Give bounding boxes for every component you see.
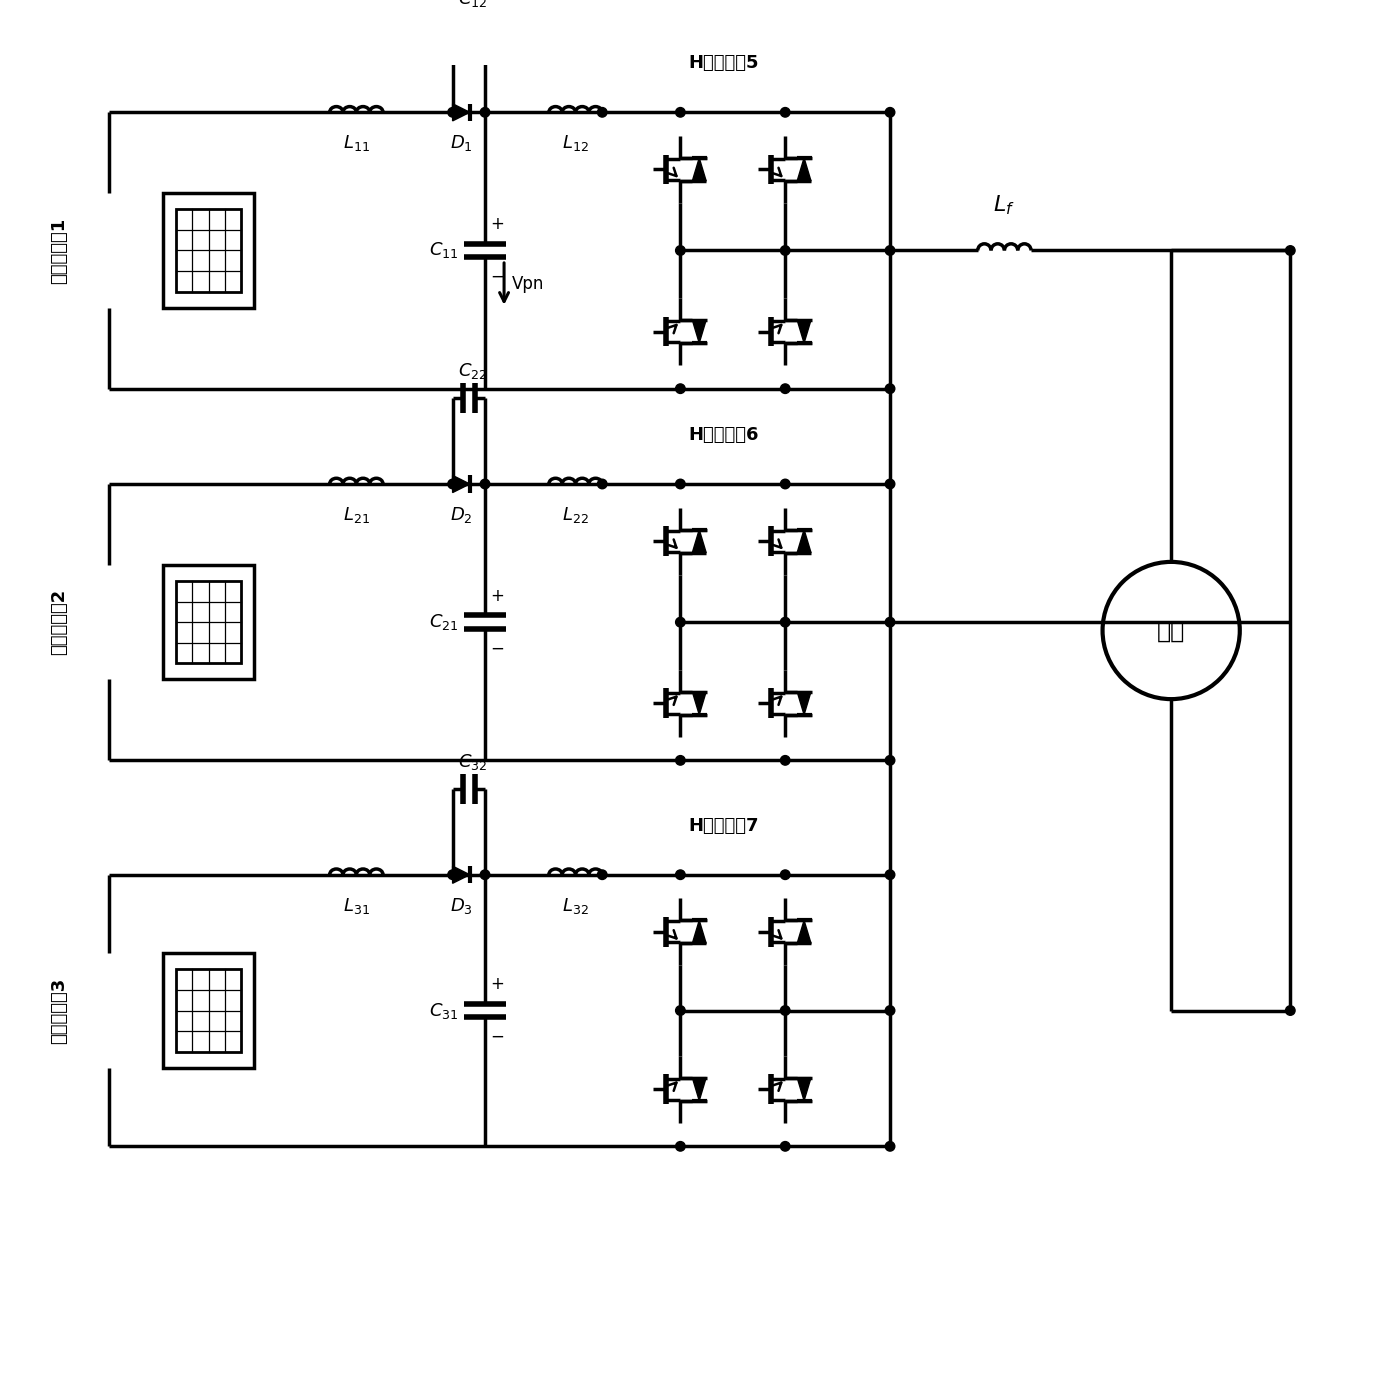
- Text: $D_3$: $D_3$: [450, 896, 472, 915]
- Text: $C_{32}$: $C_{32}$: [458, 751, 487, 772]
- Text: $D_2$: $D_2$: [450, 505, 472, 526]
- Circle shape: [780, 246, 790, 256]
- Circle shape: [885, 618, 894, 627]
- Circle shape: [1285, 246, 1295, 256]
- Text: −: −: [491, 640, 505, 658]
- Circle shape: [885, 1006, 894, 1015]
- Circle shape: [676, 1006, 685, 1015]
- Circle shape: [780, 384, 790, 394]
- Circle shape: [780, 1142, 790, 1152]
- Polygon shape: [797, 1077, 810, 1101]
- Polygon shape: [797, 158, 810, 182]
- Text: 光伏电池板2: 光伏电池板2: [50, 589, 67, 655]
- Text: $L_{11}$: $L_{11}$: [343, 133, 370, 153]
- Circle shape: [780, 479, 790, 488]
- Text: $C_{21}$: $C_{21}$: [429, 612, 458, 632]
- Polygon shape: [692, 692, 706, 714]
- Text: −: −: [491, 268, 505, 286]
- Circle shape: [676, 870, 685, 879]
- Text: $D_1$: $D_1$: [450, 133, 472, 153]
- Text: H桥逆变器6: H桥逆变器6: [688, 427, 758, 444]
- Circle shape: [885, 384, 894, 394]
- Polygon shape: [692, 921, 706, 944]
- Text: $L_{22}$: $L_{22}$: [563, 505, 589, 526]
- Polygon shape: [797, 921, 810, 944]
- Circle shape: [780, 870, 790, 879]
- Bar: [164, 193, 255, 308]
- Circle shape: [780, 618, 790, 627]
- Bar: [176, 581, 241, 663]
- Circle shape: [597, 107, 607, 117]
- Text: 电网: 电网: [1157, 618, 1185, 643]
- Text: $C_{11}$: $C_{11}$: [429, 241, 458, 260]
- Text: $L_f$: $L_f$: [993, 194, 1015, 217]
- Circle shape: [885, 755, 894, 765]
- Text: −: −: [491, 1028, 505, 1046]
- Bar: [176, 969, 241, 1051]
- Polygon shape: [453, 866, 469, 883]
- Text: 光伏电池板1: 光伏电池板1: [50, 217, 67, 283]
- Circle shape: [676, 755, 685, 765]
- Text: +: +: [491, 976, 505, 993]
- Text: Vpn: Vpn: [512, 275, 544, 293]
- Circle shape: [480, 870, 490, 879]
- Text: 光伏电池板3: 光伏电池板3: [50, 977, 67, 1043]
- Polygon shape: [797, 530, 810, 553]
- Circle shape: [676, 246, 685, 256]
- Circle shape: [1285, 1006, 1295, 1015]
- Circle shape: [780, 755, 790, 765]
- Circle shape: [780, 1006, 790, 1015]
- Circle shape: [885, 107, 894, 117]
- Text: H桥逆变器5: H桥逆变器5: [688, 54, 758, 73]
- Circle shape: [676, 618, 685, 627]
- Text: $L_{21}$: $L_{21}$: [343, 505, 370, 526]
- Circle shape: [676, 1142, 685, 1152]
- Text: $C_{12}$: $C_{12}$: [458, 0, 487, 10]
- Circle shape: [676, 384, 685, 394]
- Polygon shape: [692, 530, 706, 553]
- Text: $C_{31}$: $C_{31}$: [429, 1000, 458, 1021]
- Text: $C_{22}$: $C_{22}$: [458, 361, 487, 381]
- Circle shape: [447, 107, 457, 117]
- Circle shape: [676, 107, 685, 117]
- Polygon shape: [797, 321, 810, 343]
- Text: $L_{31}$: $L_{31}$: [343, 896, 370, 915]
- Polygon shape: [692, 1077, 706, 1101]
- Bar: [164, 954, 255, 1068]
- Polygon shape: [692, 321, 706, 343]
- Text: +: +: [491, 588, 505, 605]
- Circle shape: [885, 246, 894, 256]
- Polygon shape: [692, 158, 706, 182]
- Polygon shape: [797, 692, 810, 714]
- Circle shape: [597, 870, 607, 879]
- Bar: [176, 209, 241, 292]
- Circle shape: [480, 479, 490, 488]
- Text: H桥逆变器7: H桥逆变器7: [688, 817, 758, 835]
- Circle shape: [597, 479, 607, 488]
- Text: $L_{32}$: $L_{32}$: [563, 896, 589, 915]
- Circle shape: [885, 479, 894, 488]
- Bar: [164, 566, 255, 680]
- Circle shape: [885, 1142, 894, 1152]
- Text: +: +: [491, 215, 505, 234]
- Circle shape: [447, 479, 457, 488]
- Circle shape: [480, 107, 490, 117]
- Polygon shape: [453, 475, 469, 493]
- Circle shape: [885, 870, 894, 879]
- Polygon shape: [453, 103, 469, 121]
- Circle shape: [676, 479, 685, 488]
- Circle shape: [780, 107, 790, 117]
- Circle shape: [447, 870, 457, 879]
- Text: $L_{12}$: $L_{12}$: [563, 133, 589, 153]
